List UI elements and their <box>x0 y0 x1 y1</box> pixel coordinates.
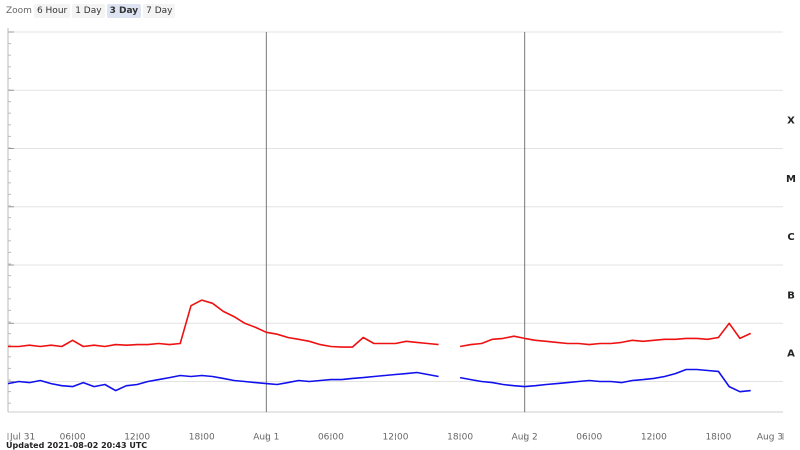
x-tick-label: 12:00 <box>641 433 667 443</box>
updated-note: Updated 2021-08-02 20:43 UTC <box>6 441 148 450</box>
class-label: B <box>787 290 795 301</box>
zoom-button[interactable]: 3 Day <box>106 4 142 18</box>
x-tick-label: 06:00 <box>576 433 602 443</box>
class-label: C <box>787 232 794 243</box>
flux-line <box>459 368 751 393</box>
x-tick-label: Aug 2 <box>512 433 538 443</box>
zoom-button[interactable]: 7 Day <box>143 4 176 18</box>
flux-line <box>8 299 439 348</box>
flux-line <box>7 371 439 392</box>
zoom-button[interactable]: 1 Day <box>72 4 105 18</box>
x-tick-label: 06:00 <box>318 433 344 443</box>
x-tick-label: 18:00 <box>189 433 215 443</box>
x-tick-label: Aug 1 <box>253 433 279 443</box>
class-label: M <box>786 174 796 185</box>
x-tick-label: 12:00 <box>383 433 409 443</box>
x-tick-label: 06:00 <box>60 433 86 443</box>
class-label: X <box>787 116 795 127</box>
zoom-label: Zoom <box>6 6 32 16</box>
class-label: A <box>787 349 795 360</box>
flux-line <box>459 322 752 348</box>
x-tick-label: 18:00 <box>447 433 473 443</box>
zoom-bar: Zoom 6 Hour 1 Day 3 Day 7 Day <box>6 4 176 18</box>
x-tick-label: 18:00 <box>705 433 731 443</box>
x-tick-label: Jul 31 <box>9 433 35 443</box>
x-tick-label: Aug 3 <box>757 433 783 443</box>
x-tick-label: 12:00 <box>124 433 150 443</box>
zoom-button[interactable]: 6 Hour <box>33 4 71 18</box>
